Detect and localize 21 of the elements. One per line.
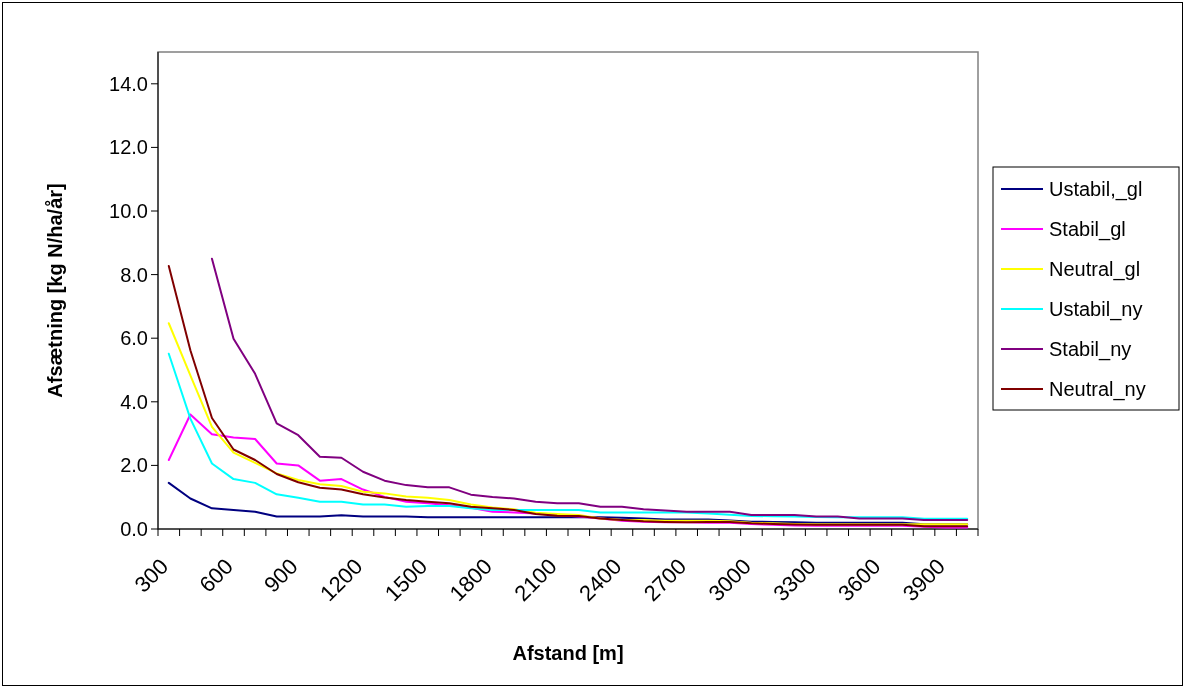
y-tick-label: 12.0	[109, 136, 148, 159]
line-series	[167, 352, 969, 520]
x-tick-label: 900	[259, 553, 303, 598]
y-tick-label: 8.0	[120, 263, 148, 286]
y-tick-label: 6.0	[120, 327, 148, 350]
y-tick-label: 0.0	[120, 518, 148, 540]
y-tick-label: 10.0	[109, 200, 148, 222]
x-axis-title: Afstand [m]	[512, 642, 624, 664]
line-series	[167, 322, 969, 526]
x-tick-label: 300	[129, 553, 174, 598]
x-tick-label: 600	[194, 553, 238, 598]
legend-label: Neutral_ny	[1049, 378, 1146, 401]
legend-label: Stabil_gl	[1049, 218, 1126, 241]
y-tick-label: 2.0	[120, 454, 148, 477]
y-axis-title: Afsætning [kg N/ha/år]	[44, 183, 66, 398]
legend-label: Ustabil_ny	[1049, 298, 1143, 321]
legend-label: Stabil_ny	[1049, 338, 1132, 361]
y-tick-label: 4.0	[120, 390, 148, 413]
y-tick-label: 14.0	[109, 72, 148, 95]
legend-label: Ustabil,_gl	[1049, 178, 1143, 201]
legend-label: Neutral_gl	[1049, 258, 1141, 281]
